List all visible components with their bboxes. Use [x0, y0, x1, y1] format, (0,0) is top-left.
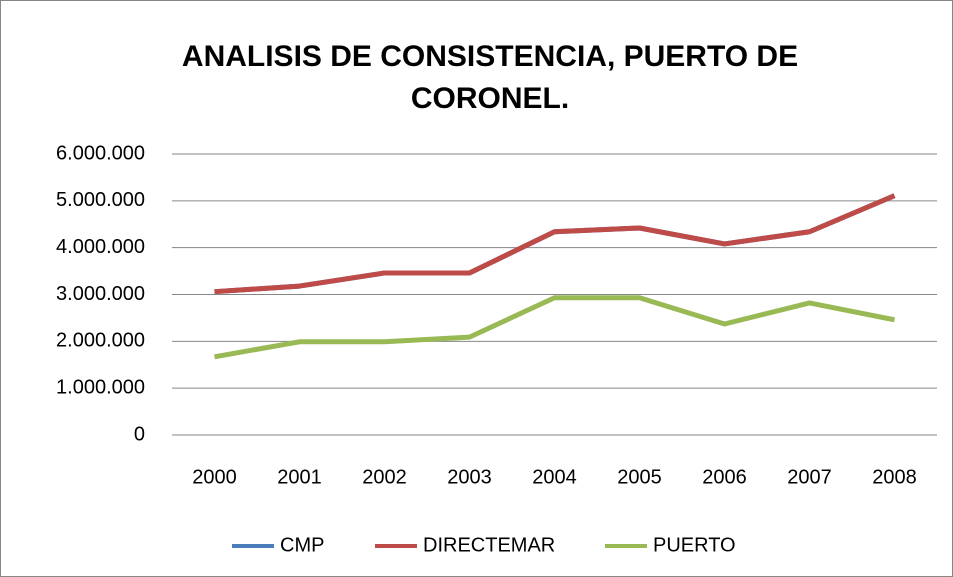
x-tick-label: 2002 [362, 466, 407, 488]
x-tick-label: 2008 [872, 466, 917, 488]
y-tick-label: 3.000.000 [56, 283, 145, 305]
legend-label: CMP [280, 534, 324, 556]
x-tick-label: 2004 [532, 466, 577, 488]
x-tick-label: 2003 [447, 466, 492, 488]
y-tick-label: 4.000.000 [56, 236, 145, 258]
legend-label: PUERTO [653, 534, 736, 556]
x-tick-label: 2005 [617, 466, 662, 488]
y-tick-label: 1.000.000 [56, 376, 145, 398]
x-tick-label: 2007 [787, 466, 832, 488]
x-tick-label: 2000 [192, 466, 237, 488]
y-tick-label: 6.000.000 [56, 142, 145, 164]
x-tick-label: 2001 [277, 466, 322, 488]
line-series [214, 295, 895, 360]
line-series [214, 193, 896, 295]
chart-title: ANALISIS DE CONSISTENCIA, PUERTO DE CORO… [181, 40, 799, 115]
x-tick-label: 2006 [702, 466, 747, 488]
y-tick-label: 2.000.000 [56, 330, 145, 352]
y-tick-label: 5.000.000 [56, 189, 145, 211]
legend-label: DIRECTEMAR [423, 534, 555, 556]
y-tick-label: 0 [134, 423, 145, 445]
